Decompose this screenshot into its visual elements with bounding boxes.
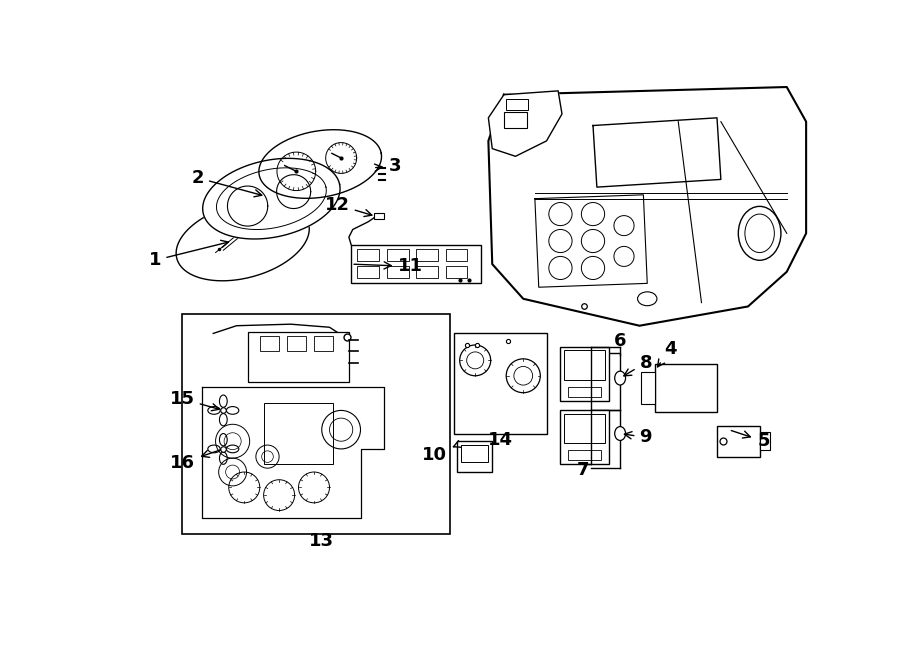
Polygon shape xyxy=(202,159,340,239)
Bar xyxy=(264,403,333,464)
Bar xyxy=(314,336,333,351)
Ellipse shape xyxy=(738,206,781,260)
Text: 1: 1 xyxy=(148,241,229,269)
Ellipse shape xyxy=(208,407,220,414)
Bar xyxy=(506,98,528,110)
Ellipse shape xyxy=(637,292,657,305)
Bar xyxy=(563,414,606,443)
Bar xyxy=(641,372,655,405)
Ellipse shape xyxy=(220,452,227,464)
Bar xyxy=(446,266,467,278)
Bar xyxy=(387,249,409,261)
Text: 5: 5 xyxy=(732,430,770,450)
Bar xyxy=(417,266,438,278)
Bar xyxy=(446,249,467,261)
Bar xyxy=(454,333,546,434)
Bar xyxy=(568,387,601,397)
Polygon shape xyxy=(202,387,383,518)
Ellipse shape xyxy=(615,371,626,385)
Bar xyxy=(561,347,608,401)
Polygon shape xyxy=(489,91,562,156)
Text: 3: 3 xyxy=(374,157,401,175)
Text: 16: 16 xyxy=(170,449,220,472)
Bar xyxy=(563,350,606,380)
Ellipse shape xyxy=(208,445,220,453)
Ellipse shape xyxy=(227,445,239,453)
Polygon shape xyxy=(489,87,806,326)
Polygon shape xyxy=(228,186,268,226)
Text: 7: 7 xyxy=(577,461,590,479)
Ellipse shape xyxy=(220,395,227,407)
Bar xyxy=(260,336,279,351)
Bar xyxy=(357,249,379,261)
Polygon shape xyxy=(593,118,721,187)
Text: 6: 6 xyxy=(614,332,626,350)
Text: 10: 10 xyxy=(421,441,462,464)
Ellipse shape xyxy=(227,407,239,414)
Bar xyxy=(351,245,482,284)
Text: 15: 15 xyxy=(170,390,220,410)
Polygon shape xyxy=(276,175,310,209)
Bar xyxy=(561,410,608,464)
Text: 11: 11 xyxy=(354,257,423,276)
Bar xyxy=(357,266,379,278)
Bar xyxy=(568,450,601,459)
Ellipse shape xyxy=(220,434,227,446)
Bar xyxy=(374,213,383,219)
Text: 14: 14 xyxy=(488,431,512,449)
Bar xyxy=(504,112,527,128)
Ellipse shape xyxy=(745,214,774,253)
Bar xyxy=(248,332,349,382)
Text: 12: 12 xyxy=(325,196,372,217)
Text: 2: 2 xyxy=(192,169,262,197)
Bar xyxy=(417,249,438,261)
Bar xyxy=(760,432,770,450)
Bar xyxy=(182,314,450,533)
Bar xyxy=(655,364,717,412)
Ellipse shape xyxy=(220,414,227,426)
Ellipse shape xyxy=(615,426,626,440)
Polygon shape xyxy=(259,130,382,198)
Text: 9: 9 xyxy=(625,428,652,446)
Text: 13: 13 xyxy=(310,532,334,551)
Bar xyxy=(287,336,306,351)
Polygon shape xyxy=(176,201,310,281)
Bar xyxy=(717,426,760,457)
Bar xyxy=(387,266,409,278)
Polygon shape xyxy=(535,195,647,288)
Bar xyxy=(457,442,492,472)
Text: 4: 4 xyxy=(658,340,677,367)
Text: 8: 8 xyxy=(624,354,652,376)
Bar xyxy=(461,445,489,462)
